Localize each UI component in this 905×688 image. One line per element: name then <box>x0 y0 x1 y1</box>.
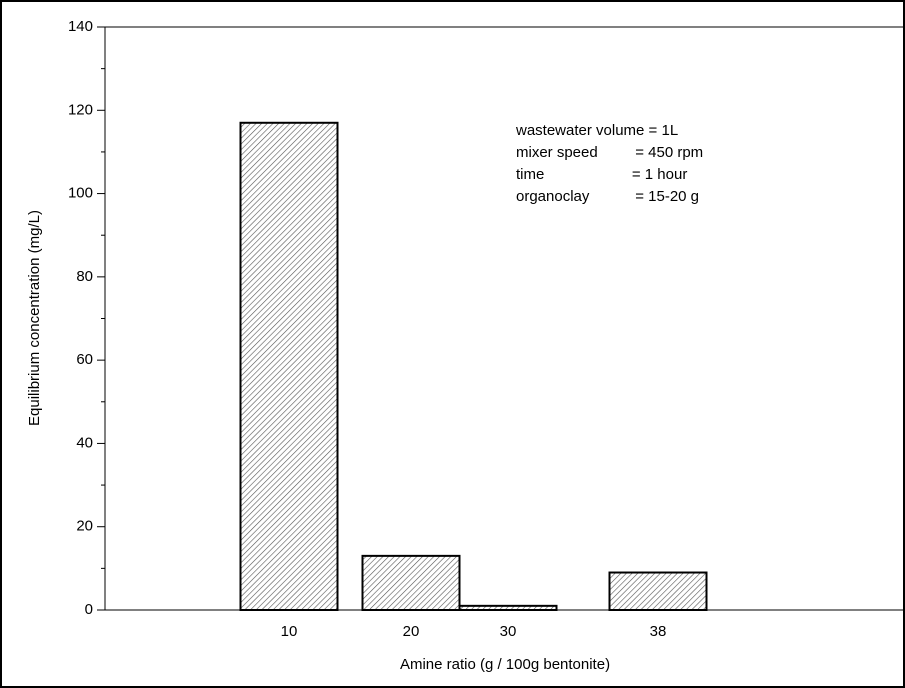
x-axis-label: Amine ratio (g / 100g bentonite) <box>400 656 610 673</box>
y-tick-label: 20 <box>76 518 93 535</box>
bar <box>239 121 339 612</box>
plot-area <box>104 26 905 611</box>
bar <box>458 604 558 611</box>
annotation: wastewater volume = 1L <box>515 122 678 139</box>
y-tick-label: 40 <box>76 434 93 451</box>
x-tick-label: 20 <box>403 623 420 640</box>
y-tick-label: 80 <box>76 268 93 285</box>
bar <box>361 554 461 611</box>
bar <box>608 571 708 611</box>
x-tick-label: 30 <box>500 623 517 640</box>
y-tick-label: 0 <box>85 601 93 618</box>
y-tick-label: 60 <box>76 351 93 368</box>
y-tick-label: 140 <box>68 18 93 35</box>
y-tick-label: 120 <box>68 101 93 118</box>
x-tick-label: 10 <box>281 623 298 640</box>
y-axis-label: Equilibrium concentration (mg/L) <box>26 210 43 426</box>
y-tick-label: 100 <box>68 185 93 202</box>
x-tick-label: 38 <box>650 623 667 640</box>
annotation: mixer speed = 450 rpm <box>516 144 703 161</box>
annotation: time = 1 hour <box>516 166 687 183</box>
annotation: organoclay = 15-20 g <box>516 188 699 205</box>
